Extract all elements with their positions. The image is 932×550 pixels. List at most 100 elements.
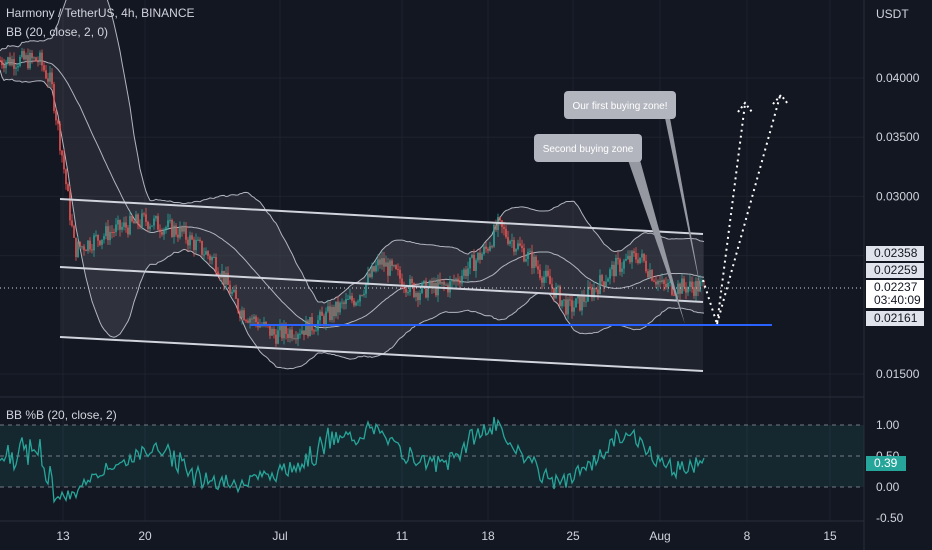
candle-body — [299, 333, 301, 335]
candle-body — [125, 222, 127, 228]
candle-body — [569, 299, 571, 301]
candle-body — [551, 284, 553, 288]
candle-body — [145, 214, 147, 222]
candle-body — [13, 59, 15, 69]
candle-body — [473, 254, 475, 271]
countdown-tag: 03:40:09 — [866, 293, 924, 308]
candle-body — [503, 226, 505, 229]
candle-body — [169, 219, 171, 221]
candle-body — [661, 280, 663, 283]
candle-body — [205, 251, 207, 255]
candle-body — [41, 52, 43, 66]
candle-body — [453, 280, 455, 282]
oscillator-title[interactable]: BB %B (20, close, 2) — [6, 408, 117, 422]
candle-body — [625, 258, 627, 261]
candle-body — [225, 272, 227, 285]
candle-body — [159, 229, 161, 233]
candle-body — [259, 324, 261, 328]
time-tick-label: 8 — [744, 529, 751, 543]
candle-body — [307, 320, 309, 337]
upper-band-tag: 0.02358 — [866, 246, 924, 261]
candle-body — [383, 258, 385, 267]
second-zone-callout[interactable] — [534, 134, 642, 162]
candle-body — [373, 266, 375, 272]
candle-body — [525, 259, 527, 262]
candle-body — [491, 246, 493, 248]
candle-body — [309, 317, 311, 337]
candle-body — [303, 330, 305, 335]
candle-body — [95, 234, 97, 236]
candle-body — [217, 271, 219, 276]
candle-body — [583, 295, 585, 302]
price-tick-label: 0.04000 — [876, 71, 920, 85]
oscillator-tick-label: 1.00 — [876, 418, 900, 432]
candle-body — [215, 257, 217, 272]
candle-body — [67, 184, 69, 192]
oscillator-tick-label: -0.50 — [876, 511, 904, 525]
candle-body — [155, 216, 157, 219]
candle-body — [647, 271, 649, 277]
candle-body — [189, 235, 191, 246]
bb-basis — [0, 60, 705, 329]
candles — [0, 47, 705, 347]
candle-body — [273, 328, 275, 335]
candle-body — [537, 266, 539, 270]
candle-body — [653, 280, 655, 282]
candle-body — [151, 225, 153, 227]
candle-body — [555, 287, 557, 298]
candle-body — [361, 295, 363, 297]
candle-body — [607, 278, 609, 282]
symbol-title[interactable]: Harmony / TetherUS, 4h, BINANCE — [6, 6, 195, 20]
candle-body — [387, 262, 389, 276]
second-zone-pointer — [628, 160, 685, 324]
candle-body — [679, 283, 681, 294]
indicator-label[interactable]: BB (20, close, 2, 0) — [6, 25, 109, 39]
time-tick-label: 11 — [396, 529, 409, 543]
first-zone-callout[interactable] — [564, 91, 676, 119]
price-tick-label: 0.01500 — [876, 367, 920, 381]
candle-body — [315, 330, 317, 332]
candle-body — [139, 224, 141, 227]
candle-body — [121, 226, 123, 230]
projection-arrowhead-1 — [737, 101, 753, 113]
candle-body — [1, 60, 3, 66]
second-zone-text: Second buying zone — [543, 144, 634, 155]
candle-body — [427, 287, 429, 298]
candle-body — [389, 260, 391, 276]
candle-body — [377, 259, 379, 266]
candle-body — [291, 329, 293, 339]
bollinger-bands — [0, 0, 705, 370]
candle-body — [667, 282, 669, 288]
bb-fill — [0, 0, 704, 369]
candle-body — [443, 281, 445, 285]
candle-body — [445, 284, 447, 286]
lower-band-tag: 0.02161 — [866, 311, 924, 326]
candle-body — [415, 292, 417, 297]
candle-body — [285, 325, 287, 334]
time-axis-labels: 13 20 Jul 11 18 25 Aug 8 15 — [56, 529, 837, 543]
candle-body — [557, 286, 559, 288]
candle-body — [549, 275, 551, 285]
candle-body — [287, 333, 289, 339]
price-tick-label: 0.03500 — [876, 130, 920, 144]
candle-body — [115, 224, 117, 233]
candle-body — [673, 294, 675, 296]
candle-body — [111, 231, 113, 233]
candle-body — [429, 280, 431, 288]
time-tick-label: 25 — [566, 529, 580, 543]
candle-body — [579, 295, 581, 311]
candle-body — [669, 281, 671, 283]
candle-body — [311, 317, 313, 331]
candle-body — [593, 287, 595, 298]
candle-body — [17, 66, 19, 68]
candle-body — [513, 240, 515, 252]
candle-body — [565, 299, 567, 315]
candle-body — [529, 251, 531, 253]
candle-body — [209, 255, 211, 261]
candle-body — [11, 59, 13, 66]
candle-body — [635, 253, 637, 260]
candle-body — [325, 311, 327, 325]
candle-body — [81, 246, 83, 248]
candle-body — [687, 287, 689, 293]
candle-body — [165, 227, 167, 230]
